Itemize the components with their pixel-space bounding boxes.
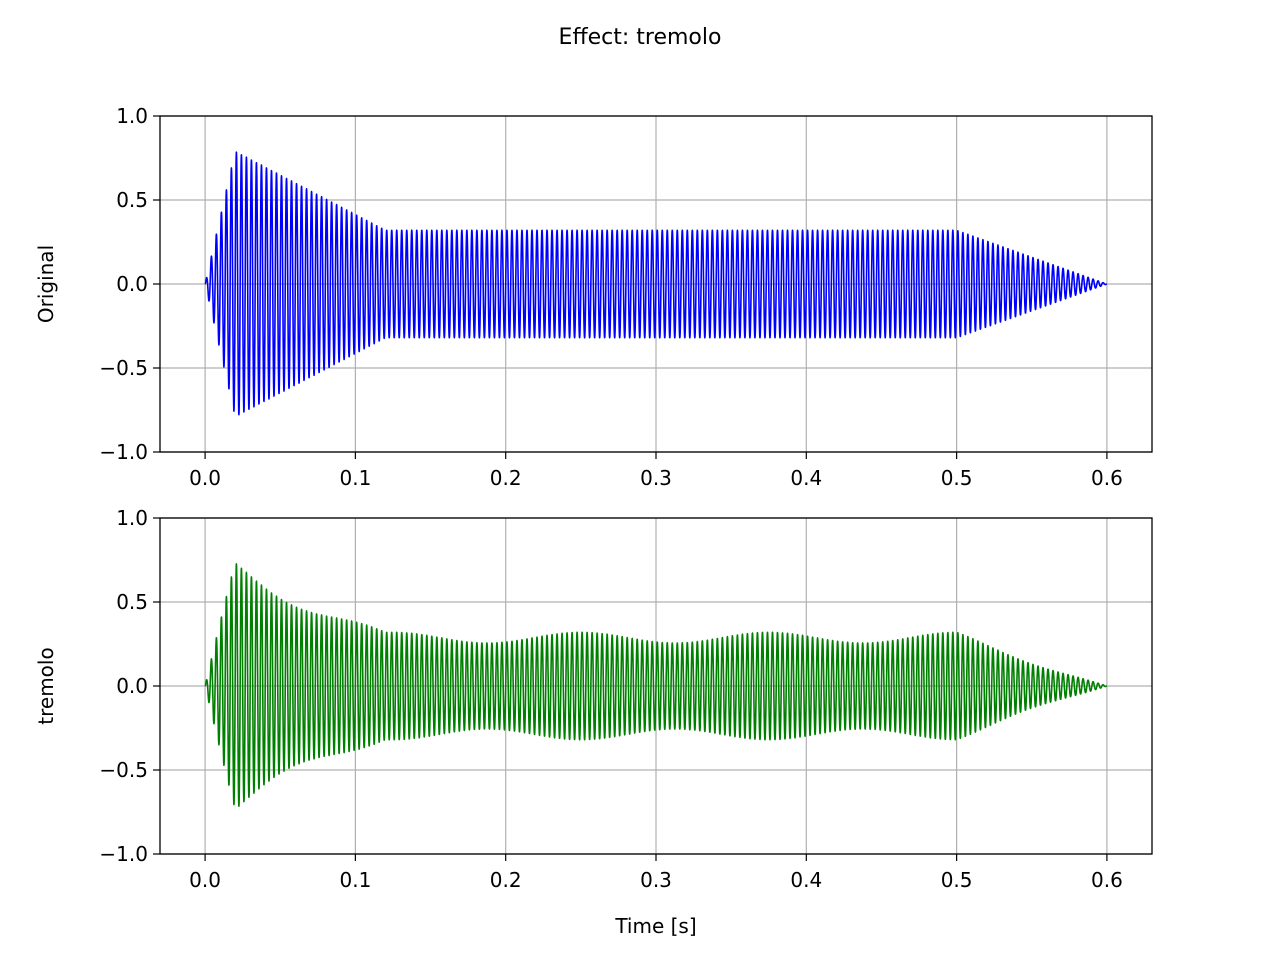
x-tick-label: 0.6 [1091, 868, 1123, 892]
x-tick-label: 0.5 [941, 868, 973, 892]
y-tick-label: −1.0 [99, 842, 148, 866]
x-axis-label: Time [s] [614, 914, 696, 938]
tick-layer: 0.0 0.1 0.2 0.3 0.4 0.5 0.6 1.0 0.5 0.0 −0.5 −1.0 [99, 104, 1122, 490]
subplot-tremolo: 0.0 0.1 0.2 0.3 0.4 0.5 0.6 1.0 0.5 0.0 −0.5 −1.0 t… [34, 506, 1153, 938]
y-tick-label: 1.0 [116, 506, 148, 530]
x-tick-label: 0.2 [490, 868, 522, 892]
figure-suptitle: Effect: tremolo [559, 25, 722, 50]
x-tick-label: 0.4 [790, 466, 822, 490]
x-tick-label: 0.0 [189, 868, 221, 892]
y-axis-label: Original [34, 245, 58, 323]
y-tick-label: 0.5 [116, 590, 148, 614]
x-tick-label: 0.1 [339, 868, 371, 892]
subplot-original: 0.0 0.1 0.2 0.3 0.4 0.5 0.6 1.0 0.5 0.0 −0.5 −1.0 O… [34, 104, 1153, 490]
y-tick-label: −0.5 [99, 758, 148, 782]
series-tremolo-waveform [204, 563, 1108, 807]
series-original-waveform [204, 151, 1108, 416]
x-tick-label: 0.0 [189, 466, 221, 490]
x-tick-label: 0.4 [790, 868, 822, 892]
y-tick-label: 0.5 [116, 188, 148, 212]
y-tick-label: −0.5 [99, 356, 148, 380]
y-tick-label: 0.0 [116, 272, 148, 296]
x-tick-label: 0.3 [640, 466, 672, 490]
tick-layer: 0.0 0.1 0.2 0.3 0.4 0.5 0.6 1.0 0.5 0.0 −0.5 −1.0 [99, 506, 1122, 892]
y-tick-label: 0.0 [116, 674, 148, 698]
y-tick-label: 1.0 [116, 104, 148, 128]
y-tick-label: −1.0 [99, 440, 148, 464]
x-tick-label: 0.5 [941, 466, 973, 490]
x-tick-label: 0.3 [640, 868, 672, 892]
x-tick-label: 0.2 [490, 466, 522, 490]
y-axis-label: tremolo [34, 647, 58, 724]
x-tick-label: 0.6 [1091, 466, 1123, 490]
x-tick-label: 0.1 [339, 466, 371, 490]
